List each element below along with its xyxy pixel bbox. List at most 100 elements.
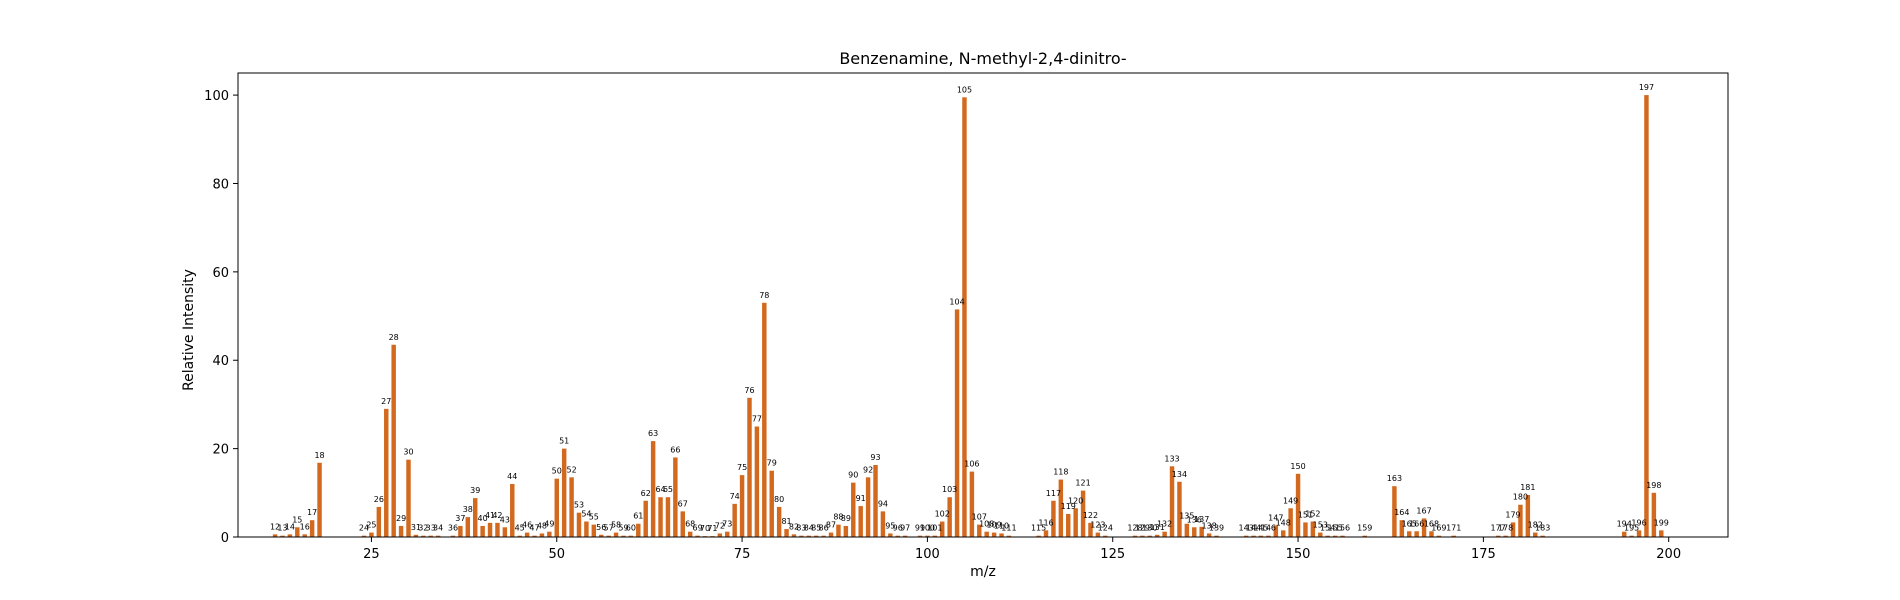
bar-mz-102 — [940, 521, 945, 537]
bar-label-mz-24: 24 — [359, 524, 369, 533]
bar-label-mz-26: 26 — [374, 495, 384, 504]
bar-mz-105 — [962, 97, 967, 538]
bar-label-mz-82: 82 — [789, 522, 799, 531]
bar-mz-80 — [776, 506, 782, 537]
bar-label-mz-53: 53 — [574, 501, 584, 510]
bar-label-mz-151: 151 — [1298, 510, 1313, 519]
bar-label-mz-15: 15 — [292, 515, 302, 524]
x-tick-label: 175 — [1471, 547, 1496, 562]
bar-mz-100 — [925, 535, 930, 537]
bar-label-mz-133: 133 — [1164, 454, 1179, 463]
bar-label-mz-93: 93 — [870, 453, 880, 462]
bar-label-mz-79: 79 — [767, 459, 777, 468]
bar-label-mz-40: 40 — [478, 514, 488, 523]
bar-mz-51 — [561, 448, 567, 537]
x-tick-label: 200 — [1656, 547, 1681, 562]
bar-mz-159 — [1362, 535, 1367, 537]
bar-mz-147 — [1273, 525, 1279, 537]
bar-mz-195 — [1629, 535, 1634, 537]
bar-mz-89 — [843, 525, 849, 537]
bar-mz-65 — [665, 497, 671, 537]
bar-label-mz-63: 63 — [648, 429, 658, 438]
bar-mz-135 — [1184, 523, 1190, 537]
bar-mz-82 — [791, 534, 797, 537]
x-tick-label: 50 — [548, 547, 565, 562]
bar-label-mz-122: 122 — [1083, 511, 1098, 520]
x-tick-label: 25 — [363, 547, 380, 562]
bar-mz-74 — [732, 503, 737, 537]
bar-label-mz-177: 177 — [1491, 524, 1506, 533]
bar-mz-169 — [1436, 535, 1442, 537]
bar-label-mz-149: 149 — [1283, 496, 1298, 505]
bar-mz-37 — [458, 525, 463, 537]
bar-label-mz-99: 99 — [915, 524, 925, 533]
bar-mz-131 — [1154, 534, 1160, 537]
bar-label-mz-18: 18 — [314, 451, 324, 460]
bar-mz-139 — [1214, 535, 1219, 537]
bar-mz-154 — [1325, 535, 1330, 537]
bar-series — [272, 95, 1664, 538]
bar-mz-38 — [465, 517, 471, 537]
bar-label-mz-30: 30 — [403, 448, 413, 457]
bar-mz-166 — [1414, 531, 1419, 537]
bar-mz-63 — [650, 441, 656, 537]
bar-mz-85 — [813, 535, 819, 537]
bar-mz-14 — [287, 534, 293, 537]
bar-label-mz-68: 68 — [685, 520, 695, 529]
bar-label-mz-47: 47 — [529, 524, 539, 533]
bar-label-mz-83: 83 — [796, 524, 806, 533]
bar-mz-155 — [1332, 535, 1338, 537]
bar-mz-90 — [851, 482, 856, 537]
bar-label-mz-12: 12 — [270, 522, 280, 531]
bar-label-mz-147: 147 — [1268, 514, 1283, 523]
bar-label-mz-119: 119 — [1061, 502, 1076, 511]
bar-mz-106 — [969, 471, 975, 537]
bar-mz-15 — [295, 527, 300, 537]
bar-mz-57 — [606, 535, 611, 537]
bar-mz-46 — [524, 532, 530, 537]
bar-label-mz-120: 120 — [1068, 496, 1083, 505]
bar-label-mz-135: 135 — [1179, 512, 1194, 521]
bar-mz-145 — [1258, 535, 1264, 537]
bar-label-mz-183: 183 — [1535, 524, 1550, 533]
bar-label-mz-61: 61 — [633, 512, 643, 521]
bar-label-mz-198: 198 — [1646, 481, 1661, 490]
bar-mz-182 — [1533, 532, 1538, 537]
bar-mz-29 — [398, 525, 404, 537]
bar-label-mz-199: 199 — [1654, 518, 1669, 527]
chart-title: Benzenamine, N-methyl-2,4-dinitro- — [839, 49, 1126, 68]
bar-mz-69 — [695, 535, 700, 537]
bar-label-mz-106: 106 — [964, 460, 979, 469]
bar-mz-12 — [272, 534, 278, 537]
bar-mz-42 — [495, 522, 500, 537]
bar-label-mz-36: 36 — [448, 524, 458, 533]
bar-label-mz-111: 111 — [1001, 524, 1016, 533]
bar-label-mz-58: 58 — [611, 521, 621, 530]
bar-label-mz-57: 57 — [604, 524, 614, 533]
bar-mz-26 — [376, 506, 382, 537]
bar-mz-179 — [1510, 522, 1516, 537]
bar-label-mz-96: 96 — [893, 524, 903, 533]
bar-label-mz-33: 33 — [426, 524, 436, 533]
bar-label-mz-84: 84 — [804, 524, 814, 533]
bar-label-mz-60: 60 — [626, 524, 636, 533]
bar-mz-148 — [1281, 530, 1286, 537]
bar-label-mz-75: 75 — [737, 463, 747, 472]
bar-label-mz-144: 144 — [1246, 524, 1261, 533]
bar-label-mz-73: 73 — [722, 520, 732, 529]
bar-mz-59 — [621, 535, 626, 537]
bar-mz-47 — [532, 535, 537, 537]
bar-label-mz-102: 102 — [935, 510, 950, 519]
bar-label-mz-152: 152 — [1305, 510, 1320, 519]
bar-mz-133 — [1169, 466, 1175, 537]
bar-mz-115 — [1036, 535, 1041, 537]
bar-label-mz-139: 139 — [1209, 524, 1224, 533]
bar-label-mz-181: 181 — [1520, 483, 1535, 492]
bar-label-mz-14: 14 — [285, 522, 295, 531]
y-tick-label: 80 — [212, 177, 229, 192]
bar-mz-151 — [1303, 522, 1308, 537]
bar-label-mz-182: 182 — [1528, 521, 1543, 530]
bar-label-mz-167: 167 — [1416, 506, 1431, 515]
